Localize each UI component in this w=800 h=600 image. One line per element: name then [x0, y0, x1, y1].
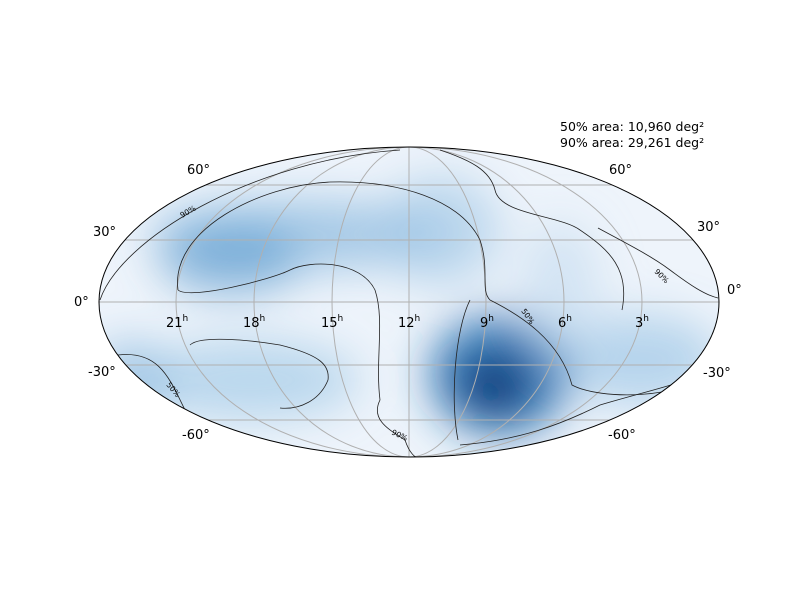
ra-tick-label: 6h	[558, 314, 572, 331]
ra-tick-label: 21h	[166, 314, 188, 331]
ra-tick-label: 15h	[321, 314, 343, 331]
contour-90-east-arm	[597, 227, 719, 299]
dec-tick-label: 60°	[187, 163, 210, 178]
ra-tick-label: 9h	[480, 314, 494, 331]
dec-tick-label: 0°	[727, 283, 742, 298]
meridian-18h-6h	[253, 147, 565, 457]
dec-tick-label: -30°	[88, 365, 116, 380]
contour-90-north-west	[99, 149, 401, 301]
dec-tick-labels-right: 60° 30° 0° -30° -60°	[608, 163, 742, 443]
ra-tick-label: 3h	[635, 314, 649, 331]
ra-tick-label: 12h	[398, 314, 420, 331]
ra-tick-label: 18h	[243, 314, 265, 331]
density-blob-south-west	[140, 340, 360, 420]
density-blob-far-west	[99, 340, 170, 420]
dec-tick-label: -60°	[608, 428, 636, 443]
contour-90-north-east	[439, 149, 625, 311]
dec-tick-label: -30°	[703, 366, 731, 381]
density-blob-north-west-core	[160, 225, 300, 295]
meridian-15h-9h	[331, 147, 487, 457]
dec-tick-label: 60°	[609, 163, 632, 178]
density-blob-east-band	[520, 220, 600, 360]
map-outline	[98, 146, 720, 458]
dec-tick-label: 0°	[74, 295, 89, 310]
contour-50-main	[177, 181, 719, 396]
dec-tick-label: -60°	[182, 428, 210, 443]
dec-tick-label: 30°	[697, 220, 720, 235]
density-blob-south-east-core	[460, 355, 530, 415]
contour-90-south-west	[189, 338, 329, 409]
meridian-21h-3h	[175, 147, 643, 457]
contour-50-inner	[177, 263, 417, 457]
area-50-annotation: 50% area: 10,960 deg²	[560, 119, 705, 134]
contour-50-south-east-west-edge	[453, 299, 471, 441]
density-blob-north-center	[380, 175, 500, 285]
dec-tick-label: 30°	[93, 225, 116, 240]
dec-tick-labels-left: 60° 30° 0° -30° -60°	[74, 163, 210, 443]
ra-tick-labels: 21h 18h 15h 12h 9h 6h 3h	[166, 314, 649, 331]
contours	[99, 149, 719, 457]
area-90-annotation: 90% area: 29,261 deg²	[560, 135, 705, 150]
